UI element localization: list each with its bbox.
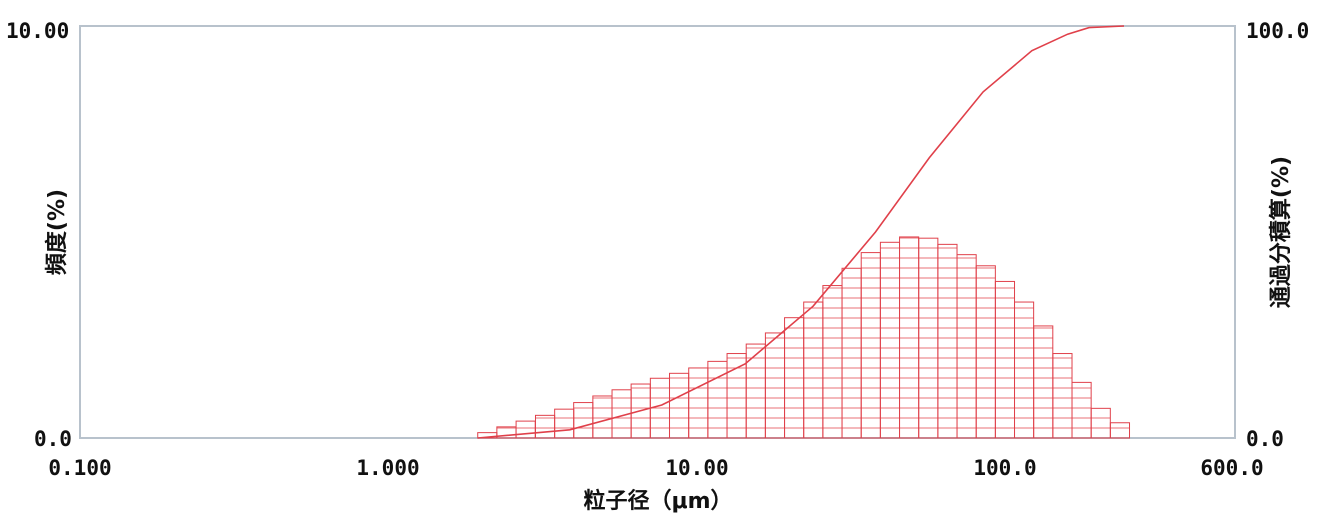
histogram-bar (1033, 325, 1054, 439)
x-tick-3: 100.0 (973, 456, 1036, 480)
histogram-bar (975, 265, 996, 439)
histogram-bar (554, 408, 575, 439)
histogram-bar (1090, 407, 1111, 439)
histogram-bar (937, 243, 958, 439)
y-left-tick-max: 10.00 (6, 19, 69, 43)
histogram-bar (764, 332, 786, 439)
y-left-axis-title: 頻度(%) (44, 189, 70, 275)
y-right-tick-min: 0.0 (1246, 427, 1284, 451)
histogram-bar (994, 280, 1016, 439)
histogram-bar (592, 395, 613, 439)
y-right-tick-max: 100.0 (1246, 19, 1309, 43)
histogram-bar (1109, 422, 1131, 439)
histogram-bar (879, 241, 901, 439)
histogram-bar (841, 267, 862, 439)
histogram-bar (515, 420, 536, 439)
cumulative-line (477, 25, 1125, 439)
histogram-bar (822, 285, 843, 439)
x-tick-4: 600.0 (1200, 456, 1263, 480)
y-left-tick-min: 0.0 (34, 427, 72, 451)
histogram-bar (1071, 381, 1092, 439)
y-right-axis-title: 通過分積算(%) (1268, 156, 1294, 308)
histogram-bars (477, 236, 1131, 439)
histogram-bar (534, 414, 556, 439)
histogram-bar (688, 367, 709, 439)
histogram-bar (860, 252, 881, 439)
x-tick-2: 10.00 (665, 456, 728, 480)
plot-frame (79, 25, 1236, 439)
x-axis-title: 粒子径（μm） (583, 488, 732, 514)
x-tick-1: 1.000 (356, 456, 419, 480)
histogram-bar (726, 353, 747, 439)
histogram-bar (707, 360, 728, 439)
histogram-bar (956, 254, 977, 439)
x-tick-0: 0.100 (48, 456, 111, 480)
histogram-bar (1052, 353, 1073, 439)
